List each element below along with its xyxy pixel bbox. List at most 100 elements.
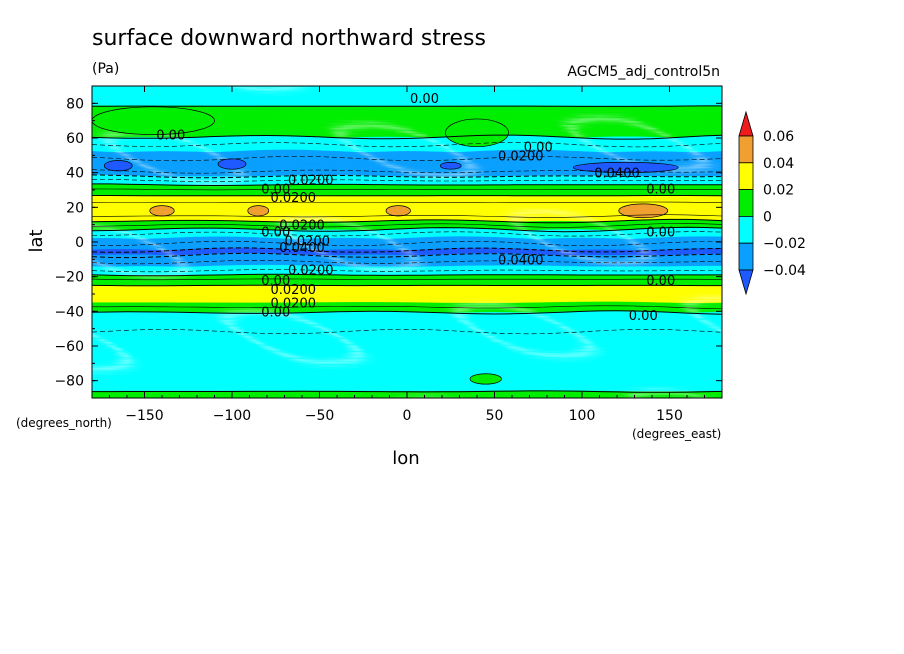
- contour-label: 0.0400: [279, 241, 325, 256]
- y-tick-label: −20: [54, 270, 84, 286]
- colorbar-box: [738, 242, 754, 271]
- colorbar-bottom-triangle: [738, 269, 754, 296]
- contour-line: [92, 269, 722, 273]
- x-tick-label: −100: [213, 408, 251, 424]
- cell-blob: [469, 373, 502, 385]
- colorbar-label: 0.04: [763, 156, 794, 172]
- x-tick-label: 0: [403, 408, 412, 424]
- contour-line: [92, 174, 722, 179]
- colorbar-label: 0.02: [763, 183, 794, 199]
- contour-line: [92, 218, 722, 224]
- contour-label: 0.0200: [288, 174, 334, 189]
- contour-label: 0.0200: [271, 297, 317, 312]
- colorbar-label: −0.04: [763, 263, 806, 279]
- dataset-name: AGCM5_adj_control5n: [567, 64, 720, 80]
- contour-label: 0.00: [261, 274, 290, 289]
- y-tick-label: 80: [66, 96, 84, 112]
- y-tick-label: −40: [54, 304, 84, 320]
- y-axis: 80 60 40 20 0 −20 −40 −60 −80: [54, 85, 722, 399]
- plot-area: [92, 86, 722, 398]
- contour-line: [92, 201, 722, 203]
- colorbar-legend: 0.06 0.04 0.02 0 −0.02 −0.04: [738, 110, 806, 296]
- contour-label: 0.0200: [271, 191, 317, 206]
- contour-line: [92, 155, 722, 162]
- contour-line: [92, 390, 722, 393]
- contour-label: 0.00: [629, 309, 658, 324]
- colorbar-label: 0.06: [763, 129, 794, 145]
- contour-line: [92, 179, 722, 182]
- contour-line: [92, 260, 722, 265]
- contour-line: [92, 105, 722, 107]
- x-axis-label: lon: [392, 448, 419, 469]
- cell-blob: [103, 160, 133, 172]
- contour-line: [92, 240, 722, 247]
- cell-blob: [572, 161, 679, 174]
- contour-label: 0.00: [646, 226, 675, 241]
- contour-line: [92, 188, 722, 191]
- contour-label: 0.0200: [288, 264, 334, 279]
- contour-line: [92, 226, 722, 233]
- cell-blobs: [92, 106, 679, 385]
- contour-lines: [92, 105, 722, 393]
- colorbar-box: [738, 162, 754, 191]
- contour-label: 0.0400: [498, 253, 544, 268]
- contour-label: 0.00: [261, 182, 290, 197]
- cell-blob: [618, 203, 669, 219]
- y-tick-label: 40: [66, 166, 84, 182]
- contour-line: [92, 278, 722, 281]
- contour-label: 0.0200: [271, 283, 317, 298]
- contour-line: [92, 273, 722, 277]
- x-axis: −150 −100 −50 0 50 100 150: [109, 86, 705, 424]
- contour-label: 0.00: [261, 226, 290, 241]
- colorbar-box: [738, 215, 754, 244]
- y-tick-label: 20: [66, 200, 84, 216]
- contour-line: [92, 305, 722, 309]
- cell-blob: [92, 106, 215, 135]
- contour-line: [92, 169, 722, 174]
- x-tick-label: 150: [656, 408, 683, 424]
- contour-label: 0.0200: [279, 219, 325, 234]
- colorbar-box: [738, 135, 754, 164]
- contour-label: 0.00: [156, 129, 185, 144]
- cell-blob: [149, 205, 175, 217]
- y-tick-label: −60: [54, 339, 84, 355]
- x-units: (degrees_east): [632, 427, 721, 441]
- contour-label: 0.00: [261, 305, 290, 320]
- contour-line: [92, 134, 722, 140]
- colorbar-label: −0.02: [763, 236, 806, 252]
- colorbar-top-triangle: [738, 110, 754, 137]
- contour-line: [92, 252, 722, 259]
- cell-blob: [247, 205, 270, 217]
- chart-units: (Pa): [92, 61, 119, 77]
- y-axis-label: lat: [26, 229, 47, 252]
- contour-label: 0.00: [524, 141, 553, 156]
- contour-line: [92, 231, 722, 237]
- x-tick-label: 50: [486, 408, 504, 424]
- contour-line: [92, 223, 722, 228]
- y-units: (degrees_north): [16, 416, 112, 430]
- colorbar-label: 0: [763, 209, 772, 225]
- contour-label: 0.00: [410, 92, 439, 107]
- contour-label: 0.0200: [285, 234, 331, 249]
- contour-label: 0.0400: [594, 167, 640, 182]
- cell-blob: [439, 161, 462, 170]
- contour-label: 0.0200: [498, 149, 544, 164]
- contour-label: 0.00: [646, 182, 675, 197]
- y-tick-label: −80: [54, 374, 84, 390]
- cell-blob: [385, 205, 411, 217]
- contour-line: [92, 328, 722, 335]
- x-tick-label: −50: [305, 408, 335, 424]
- x-tick-label: −150: [125, 408, 163, 424]
- cell-blob: [445, 118, 509, 148]
- colorbar-box: [738, 189, 754, 217]
- contour-line: [92, 183, 722, 187]
- color-bands: [92, 86, 722, 398]
- contour-line: [92, 214, 722, 218]
- cell-blob: [217, 158, 247, 170]
- contour-line: [92, 247, 722, 253]
- y-tick-label: 0: [75, 235, 84, 251]
- contour-label: 0.00: [646, 274, 675, 289]
- chart-title: surface downward northward stress: [92, 26, 486, 51]
